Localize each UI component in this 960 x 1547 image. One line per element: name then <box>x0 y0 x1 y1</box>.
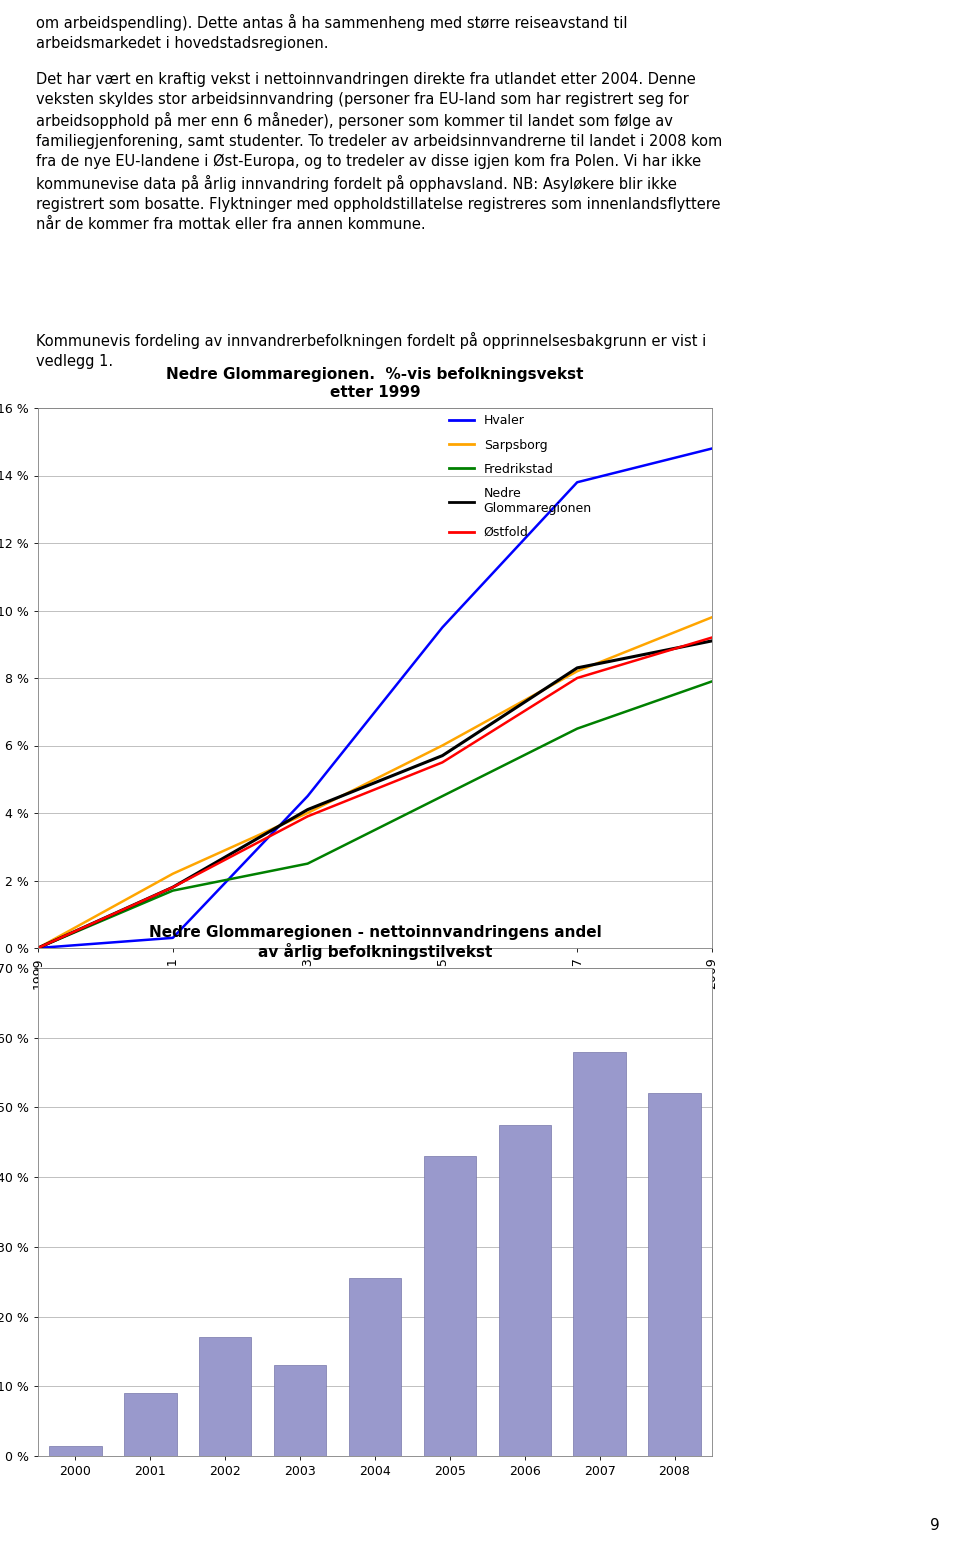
Hvaler <box>437 619 448 637</box>
Hvaler <box>571 473 583 492</box>
Line: Hvaler: Hvaler <box>38 449 712 948</box>
Hvaler <box>301 787 313 806</box>
Bar <box>348 1278 401 1456</box>
Text: om arbeidspendling). Dette antas å ha sammenheng med større reiseavstand til
arb: om arbeidspendling). Dette antas å ha sa… <box>36 14 628 51</box>
Hvaler <box>33 939 44 958</box>
Østfold <box>571 668 583 687</box>
Hvaler <box>167 928 179 947</box>
Østfold <box>301 808 313 826</box>
Legend: Hvaler, Sarpsborg, Fredrikstad, Nedre
Glommaregionen, Østfold: Hvaler, Sarpsborg, Fredrikstad, Nedre Gl… <box>448 415 591 540</box>
Text: Det har vært en kraftig vekst i nettoinnvandringen direkte fra utlandet etter 20: Det har vært en kraftig vekst i nettoinn… <box>36 73 723 232</box>
Bar <box>573 1052 626 1456</box>
Sarpsborg <box>437 736 448 755</box>
Sarpsborg <box>571 662 583 681</box>
Nedre Glommaregionen <box>33 939 44 958</box>
Hvaler <box>707 439 718 458</box>
Nedre Glommaregionen <box>437 746 448 764</box>
Sarpsborg <box>33 939 44 958</box>
Sarpsborg <box>167 865 179 883</box>
Østfold <box>167 879 179 897</box>
Bar <box>199 1338 252 1456</box>
Fredrikstad <box>167 882 179 900</box>
Title: Nedre Glommaregionen.  %-vis befolkningsvekst
etter 1999: Nedre Glommaregionen. %-vis befolkningsv… <box>166 368 584 399</box>
Sarpsborg <box>707 608 718 627</box>
Nedre Glommaregionen <box>301 800 313 818</box>
Bar <box>274 1366 326 1456</box>
Østfold <box>707 628 718 647</box>
Bar <box>423 1156 476 1456</box>
Title: Nedre Glommaregionen - nettoinnvandringens andel
av årlig befolkningstilvekst: Nedre Glommaregionen - nettoinnvandringe… <box>149 925 601 959</box>
Line: Sarpsborg: Sarpsborg <box>38 617 712 948</box>
Sarpsborg <box>301 804 313 823</box>
Nedre Glommaregionen <box>707 631 718 650</box>
Line: Fredrikstad: Fredrikstad <box>38 681 712 948</box>
Bar <box>498 1125 551 1456</box>
Bar <box>49 1445 102 1456</box>
Text: 9: 9 <box>930 1518 940 1533</box>
Bar <box>124 1394 177 1456</box>
Fredrikstad <box>33 939 44 958</box>
Line: Nedre Glommaregionen: Nedre Glommaregionen <box>38 640 712 948</box>
Text: Kommunevis fordeling av innvandrerbefolkningen fordelt på opprinnelsesbakgrunn e: Kommunevis fordeling av innvandrerbefolk… <box>36 333 707 368</box>
Fredrikstad <box>571 719 583 738</box>
Line: Østfold: Østfold <box>38 637 712 948</box>
Østfold <box>33 939 44 958</box>
Fredrikstad <box>707 671 718 690</box>
Fredrikstad <box>437 787 448 806</box>
Østfold <box>437 753 448 772</box>
Nedre Glommaregionen <box>571 659 583 678</box>
Bar <box>648 1094 701 1456</box>
Fredrikstad <box>301 854 313 873</box>
Nedre Glommaregionen <box>167 879 179 897</box>
